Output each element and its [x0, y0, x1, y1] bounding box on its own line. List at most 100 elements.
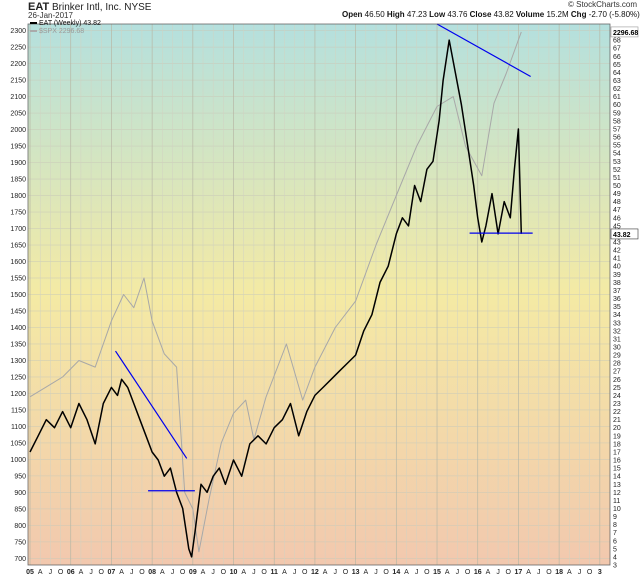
x-tick-label: 10	[230, 569, 238, 576]
x-tick-label: J	[130, 569, 134, 576]
right-tick-label: 29	[613, 353, 621, 360]
x-tick-label: J	[293, 569, 297, 576]
right-tick-label: 30	[613, 344, 621, 351]
x-tick-label: A	[201, 569, 206, 576]
left-tick-label: 1100	[11, 424, 26, 431]
right-tick-label: 45	[613, 223, 621, 230]
right-tick-label: 35	[613, 304, 621, 311]
right-tick-label: 16	[613, 458, 621, 465]
right-tick-label: 61	[613, 94, 621, 101]
legend-eat: EAT (Weekly) 43.82	[30, 20, 101, 27]
spx-last-label-box	[610, 26, 639, 38]
x-tick-label: O	[424, 569, 430, 576]
x-tick-label: 11	[271, 569, 279, 576]
left-tick-label: 2300	[10, 28, 26, 35]
brand-logo: © StockCharts.com	[568, 0, 638, 9]
x-tick-label: O	[465, 569, 471, 576]
x-tick-label: 16	[474, 569, 482, 576]
x-tick-label: 17	[515, 569, 523, 576]
left-tick-label: 1900	[10, 160, 26, 167]
right-tick-label: 19	[613, 433, 621, 440]
legend-eat-swatch	[30, 22, 37, 25]
left-tick-label: 2200	[10, 61, 26, 68]
right-tick-label: 40	[613, 264, 621, 271]
exchange: NYSE	[124, 2, 152, 13]
right-tick-label: 14	[613, 474, 621, 481]
right-tick-label: 54	[613, 151, 621, 158]
left-tick-label: 2050	[10, 111, 26, 118]
left-tick-label: 1600	[10, 259, 26, 266]
x-tick-label: J	[456, 569, 460, 576]
x-tick-label: O	[343, 569, 349, 576]
trendline	[436, 23, 531, 78]
trendlines	[115, 23, 533, 492]
x-tick-label: A	[404, 569, 409, 576]
x-tick-label: J	[252, 569, 256, 576]
right-tick-label: 60	[613, 102, 621, 109]
left-tick-label: 1300	[10, 358, 26, 365]
legend-eat-label: EAT (Weekly) 43.82	[39, 20, 101, 27]
quote-key: Close	[469, 10, 494, 19]
right-tick-label: 49	[613, 191, 621, 198]
left-tick-label: 1000	[10, 457, 26, 464]
legend-spx-swatch	[30, 30, 37, 33]
x-tick-label: O	[546, 569, 552, 576]
left-tick-label: 750	[14, 539, 26, 546]
x-tick-label: 06	[67, 569, 75, 576]
right-tick-label: 20	[613, 425, 621, 432]
x-tick-label: A	[282, 569, 287, 576]
right-tick-label: 11	[613, 498, 620, 505]
right-tick-label: 68	[613, 38, 621, 45]
left-tick-label: 1200	[10, 391, 26, 398]
x-tick-label: A	[323, 569, 328, 576]
right-tick-label: 63	[613, 78, 621, 85]
spx-last-label: 2296.68	[613, 30, 638, 37]
right-tick-label: 12	[613, 490, 621, 497]
x-tick-label: O	[180, 569, 186, 576]
symbol: EAT	[28, 1, 50, 13]
right-tick-label: 31	[613, 336, 621, 343]
x-tick-label: A	[241, 569, 246, 576]
right-tick-label: 28	[613, 361, 621, 368]
left-tick-label: 2100	[10, 94, 26, 101]
x-tick-label: 12	[311, 569, 319, 576]
x-tick-label: J	[211, 569, 215, 576]
x-tick-label: O	[139, 569, 145, 576]
x-tick-label: 07	[108, 569, 116, 576]
quote-key: Open	[342, 10, 365, 19]
x-tick-label: 14	[392, 569, 400, 576]
x-tick-label: A	[445, 569, 450, 576]
quote-value: 43.82	[493, 10, 516, 19]
right-tick-label: 51	[613, 175, 621, 182]
left-tick-label: 2150	[10, 78, 26, 85]
right-tick-label: 67	[613, 46, 621, 53]
left-tick-label: 1350	[10, 341, 26, 348]
left-tick-label: 1250	[10, 374, 26, 381]
left-tick-label: 2250	[10, 45, 26, 52]
right-tick-label: 21	[613, 417, 621, 424]
right-tick-label: 62	[613, 86, 621, 93]
x-tick-label: A	[119, 569, 124, 576]
quote-key: Chg	[570, 10, 589, 19]
legend-spx-label: $SPX 2296.68	[39, 28, 85, 35]
x-tick-label: J	[415, 569, 419, 576]
x-tick-label: J	[334, 569, 338, 576]
right-tick-label: 65	[613, 62, 621, 69]
right-tick-label: 13	[613, 482, 621, 489]
x-tick-label: J	[374, 569, 378, 576]
x-tick-label: A	[79, 569, 84, 576]
right-tick-label: 57	[613, 126, 621, 133]
left-tick-label: 1650	[10, 243, 26, 250]
right-tick-label: 43	[613, 240, 621, 247]
left-tick-label: 2000	[10, 127, 26, 134]
right-tick-label: 34	[613, 312, 621, 319]
eat-series	[29, 39, 523, 558]
spx-line	[29, 31, 522, 553]
right-tick-label: 33	[613, 320, 621, 327]
axes: 7007508008509009501000105011001150120012…	[10, 26, 639, 576]
quote-value: 47.23	[406, 10, 430, 19]
left-tick-label: 850	[14, 506, 26, 513]
left-tick-label: 1750	[10, 210, 26, 217]
plot-frame	[27, 23, 611, 566]
